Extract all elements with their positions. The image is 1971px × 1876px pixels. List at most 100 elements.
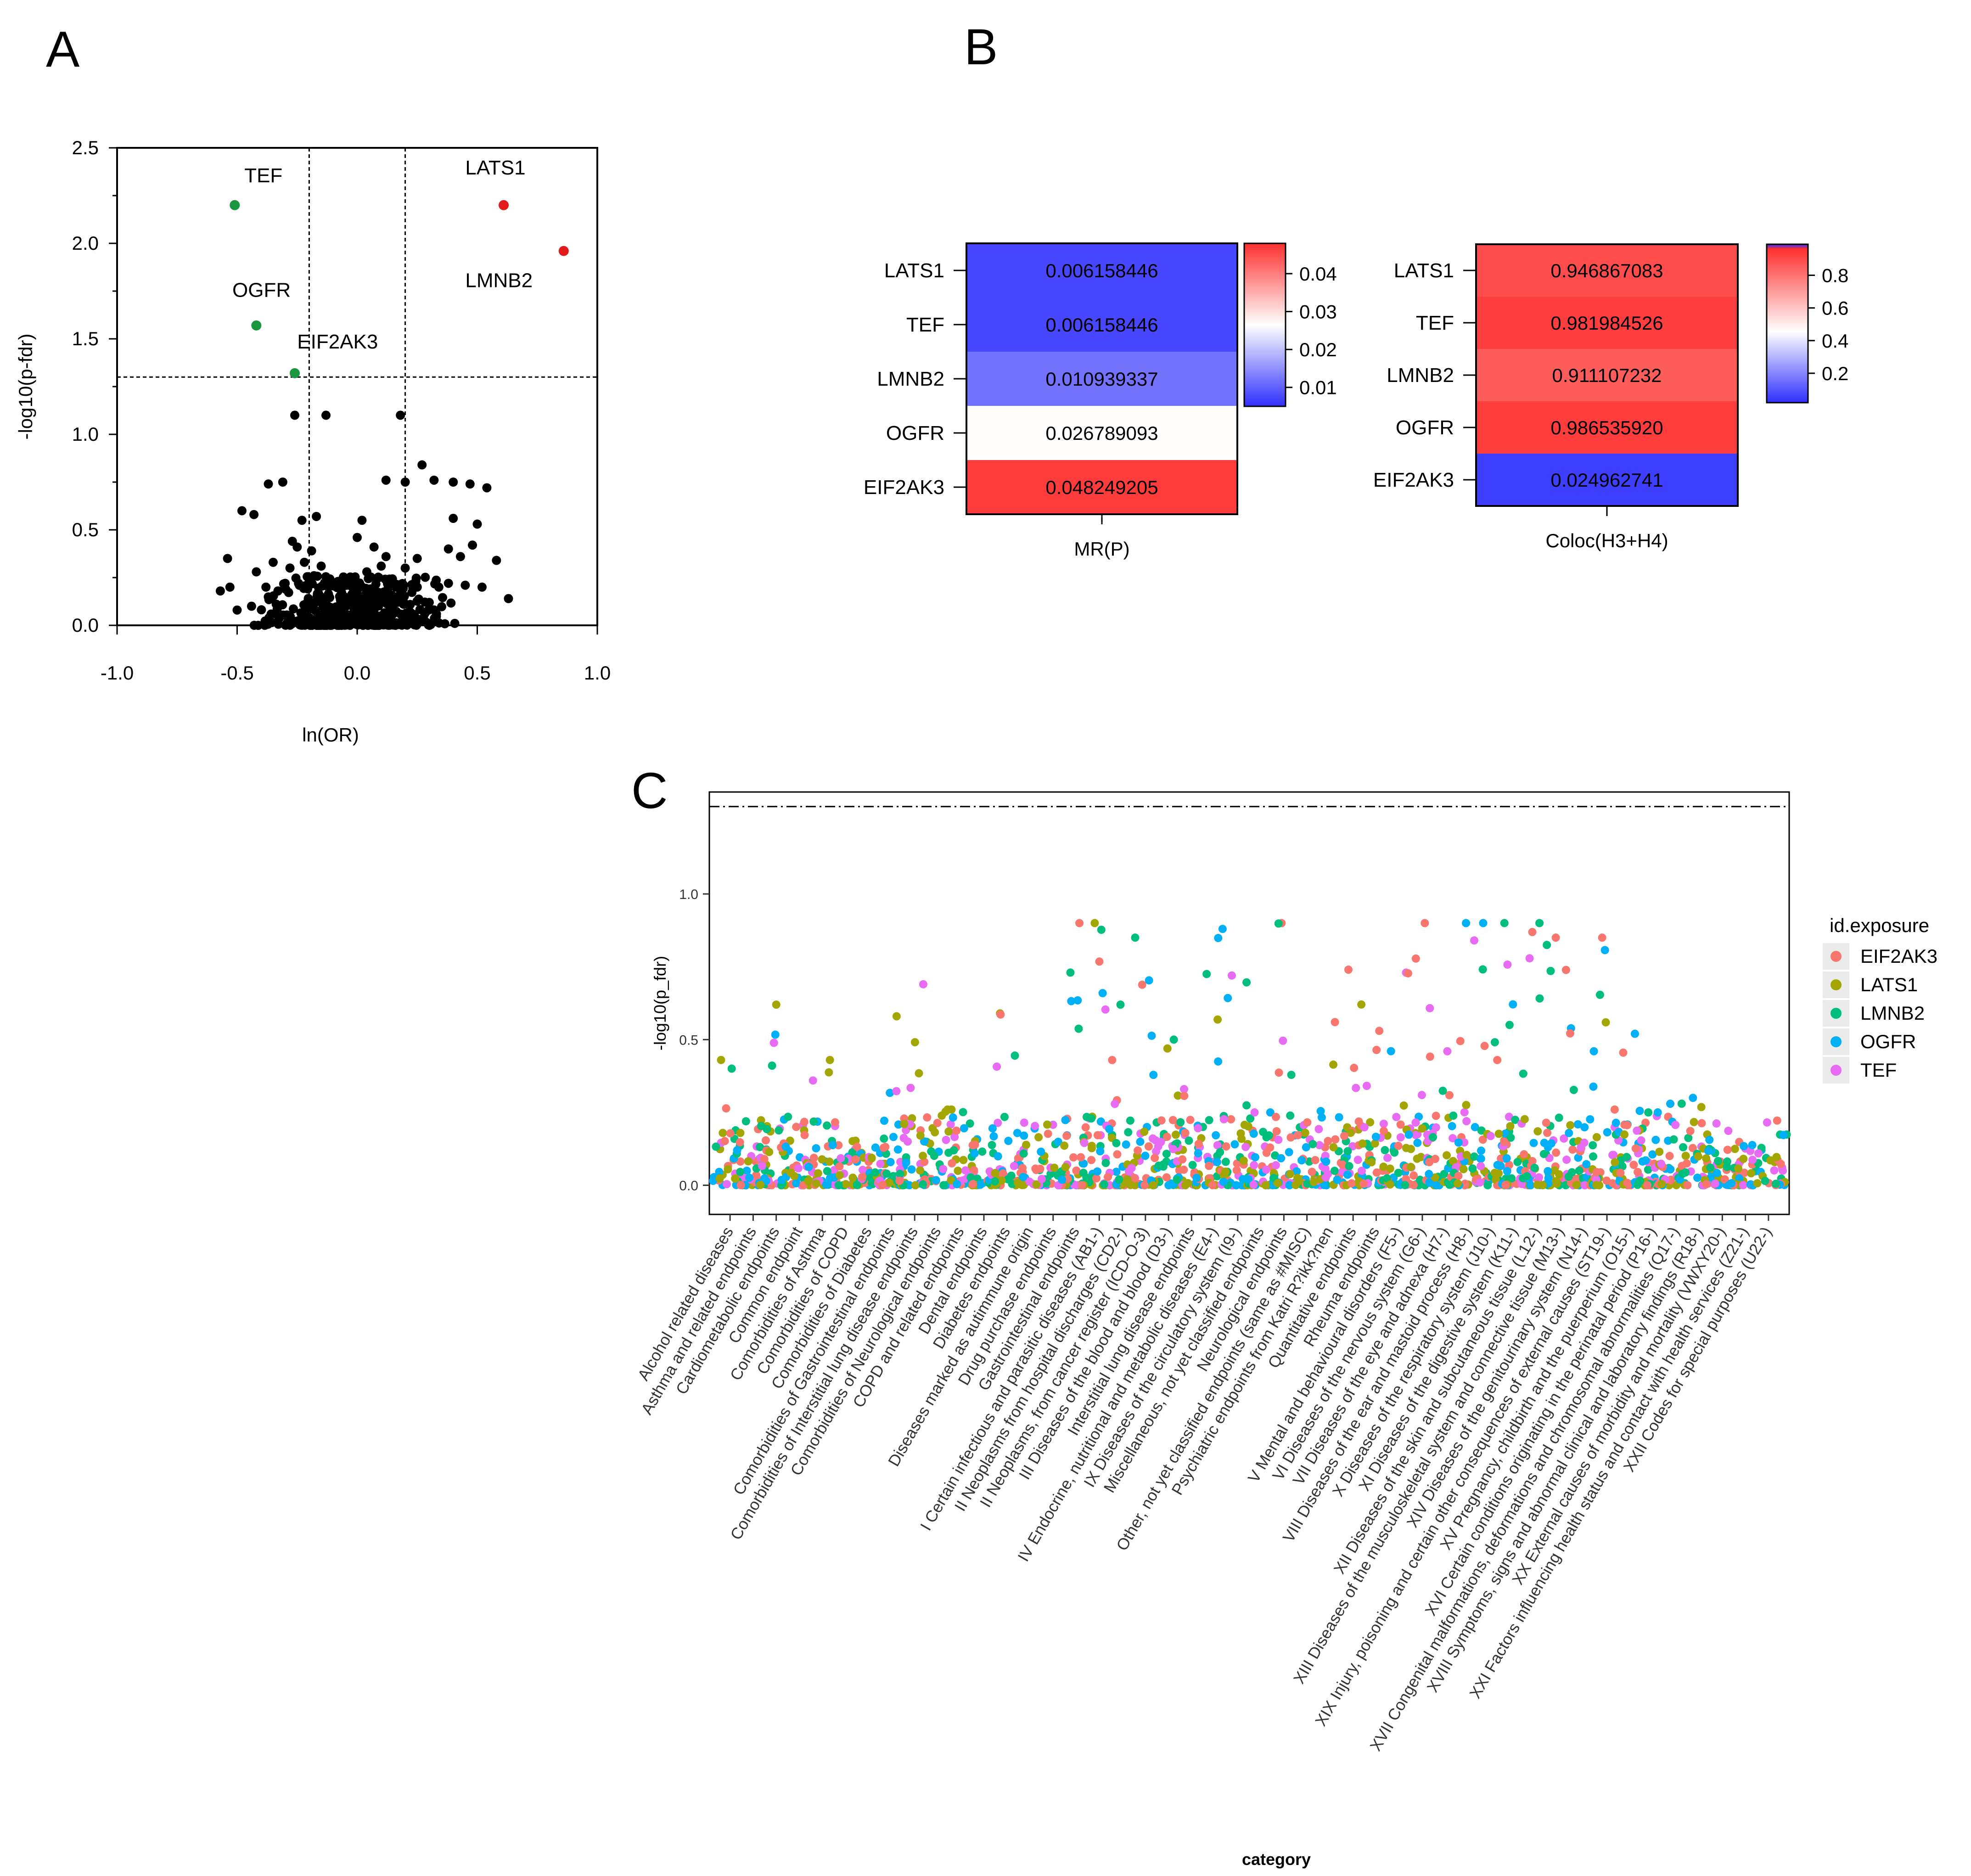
phewas-point bbox=[1275, 1068, 1283, 1077]
phewas-point bbox=[886, 1089, 894, 1097]
background-point bbox=[320, 578, 330, 588]
phewas-point bbox=[1180, 1085, 1189, 1094]
legend-key-ogfr bbox=[1831, 1036, 1842, 1047]
background-point bbox=[287, 619, 297, 629]
phewas-point bbox=[1572, 1174, 1580, 1183]
phewas-point bbox=[1431, 1173, 1439, 1182]
phewas-point bbox=[809, 1153, 818, 1162]
phewas-point bbox=[1013, 1179, 1022, 1187]
phewas-point bbox=[731, 1174, 740, 1183]
phewas-point bbox=[1050, 1163, 1059, 1172]
phewas-point bbox=[1277, 1154, 1286, 1163]
phewas-point bbox=[1302, 1143, 1310, 1151]
phewas-point bbox=[1219, 1115, 1228, 1123]
phewas-point bbox=[1766, 1156, 1775, 1165]
phewas-point bbox=[745, 1174, 754, 1182]
phewas-point bbox=[1633, 1126, 1641, 1135]
phewas-point bbox=[1509, 1000, 1517, 1009]
y-tick-label: 1.0 bbox=[72, 423, 99, 445]
phewas-point bbox=[1249, 1180, 1258, 1189]
phewas-point bbox=[1180, 1091, 1189, 1100]
phewas-point bbox=[1454, 1179, 1462, 1188]
phewas-point bbox=[1062, 1131, 1071, 1140]
phewas-point bbox=[1213, 1015, 1222, 1024]
phewas-point bbox=[1194, 1140, 1203, 1148]
phewas-point bbox=[1103, 1173, 1112, 1181]
phewas-point bbox=[1230, 1140, 1239, 1149]
phewas-point bbox=[1449, 1157, 1457, 1165]
phewas-point bbox=[1693, 1174, 1702, 1182]
phewas-point bbox=[1108, 1056, 1117, 1064]
background-point bbox=[504, 594, 513, 603]
phewas-point bbox=[1032, 1166, 1040, 1174]
phewas-point bbox=[988, 1124, 997, 1133]
phewas-point bbox=[1010, 1162, 1018, 1170]
phewas-point bbox=[1539, 1181, 1547, 1190]
background-point bbox=[373, 573, 383, 582]
phewas-point bbox=[1205, 1116, 1213, 1124]
phewas-point bbox=[1360, 1123, 1369, 1132]
phewas-point bbox=[1507, 1174, 1516, 1183]
phewas-point bbox=[947, 1176, 955, 1185]
y-tick-label: 2.0 bbox=[72, 232, 99, 254]
phewas-point bbox=[1303, 1180, 1312, 1188]
phewas-point bbox=[911, 1181, 920, 1190]
background-point bbox=[387, 593, 397, 602]
phewas-point bbox=[1344, 966, 1353, 974]
phewas-point bbox=[823, 1121, 831, 1130]
legend-key-lmnb2 bbox=[1831, 1008, 1842, 1019]
phewas-point bbox=[1404, 969, 1412, 977]
phewas-point bbox=[1727, 1179, 1736, 1188]
phewas-point bbox=[719, 1129, 727, 1137]
background-point bbox=[346, 579, 355, 589]
phewas-point bbox=[1340, 1132, 1348, 1140]
phewas-point bbox=[949, 1146, 958, 1155]
phewas-point bbox=[1462, 1117, 1471, 1126]
phewas-point bbox=[1623, 1153, 1631, 1162]
phewas-point bbox=[1761, 1177, 1769, 1185]
phewas-point bbox=[919, 1151, 927, 1160]
phewas-point bbox=[744, 1157, 752, 1166]
phewas-point bbox=[760, 1155, 769, 1163]
phewas-point bbox=[1779, 1131, 1788, 1140]
legend-label-lats1: LATS1 bbox=[1860, 974, 1918, 995]
phewas-point bbox=[1105, 1125, 1114, 1134]
phewas-point bbox=[968, 1180, 977, 1189]
phewas-point bbox=[1595, 990, 1604, 999]
background-point bbox=[460, 580, 470, 590]
phewas-point bbox=[800, 1118, 809, 1126]
background-point bbox=[325, 592, 334, 602]
phewas-point bbox=[1494, 1129, 1503, 1138]
phewas-point bbox=[1224, 994, 1232, 1002]
background-point bbox=[405, 600, 415, 609]
background-point bbox=[430, 613, 439, 623]
background-point bbox=[249, 620, 259, 630]
phewas-point bbox=[1350, 1063, 1359, 1072]
phewas-point bbox=[1262, 1133, 1271, 1142]
phewas-point bbox=[1490, 1038, 1499, 1047]
phewas-point bbox=[906, 1084, 915, 1092]
phewas-point bbox=[1572, 1181, 1581, 1190]
phewas-point bbox=[1513, 1157, 1522, 1166]
phewas-point bbox=[1589, 1082, 1598, 1091]
phewas-point bbox=[1162, 1150, 1171, 1158]
y-tick-label: 1.5 bbox=[72, 328, 99, 349]
background-point bbox=[232, 605, 242, 615]
phewas-point bbox=[1292, 1167, 1301, 1176]
phewas-point bbox=[896, 1169, 904, 1178]
phewas-point bbox=[756, 1180, 765, 1189]
phewas-point bbox=[916, 1166, 925, 1175]
phewas-point bbox=[1603, 1128, 1612, 1137]
phewas-point bbox=[1140, 1181, 1149, 1190]
phewas-point bbox=[1598, 933, 1606, 942]
phewas-point bbox=[1244, 1175, 1253, 1184]
phewas-point bbox=[1058, 1175, 1067, 1184]
phewas-point bbox=[1411, 1131, 1420, 1140]
panel-a: A 0.0 0.5 1.0 1.5 2.0 2.5 -1.0 -0.5 0.0 0.5 1.0 TEF… bbox=[15, 21, 611, 746]
phewas-point bbox=[1418, 1124, 1426, 1133]
phewas-point bbox=[1569, 1085, 1578, 1094]
phewas-point bbox=[1285, 1148, 1293, 1157]
phewas-point bbox=[1138, 980, 1146, 989]
phewas-point bbox=[1014, 1154, 1022, 1163]
phewas-point bbox=[1311, 1156, 1320, 1164]
